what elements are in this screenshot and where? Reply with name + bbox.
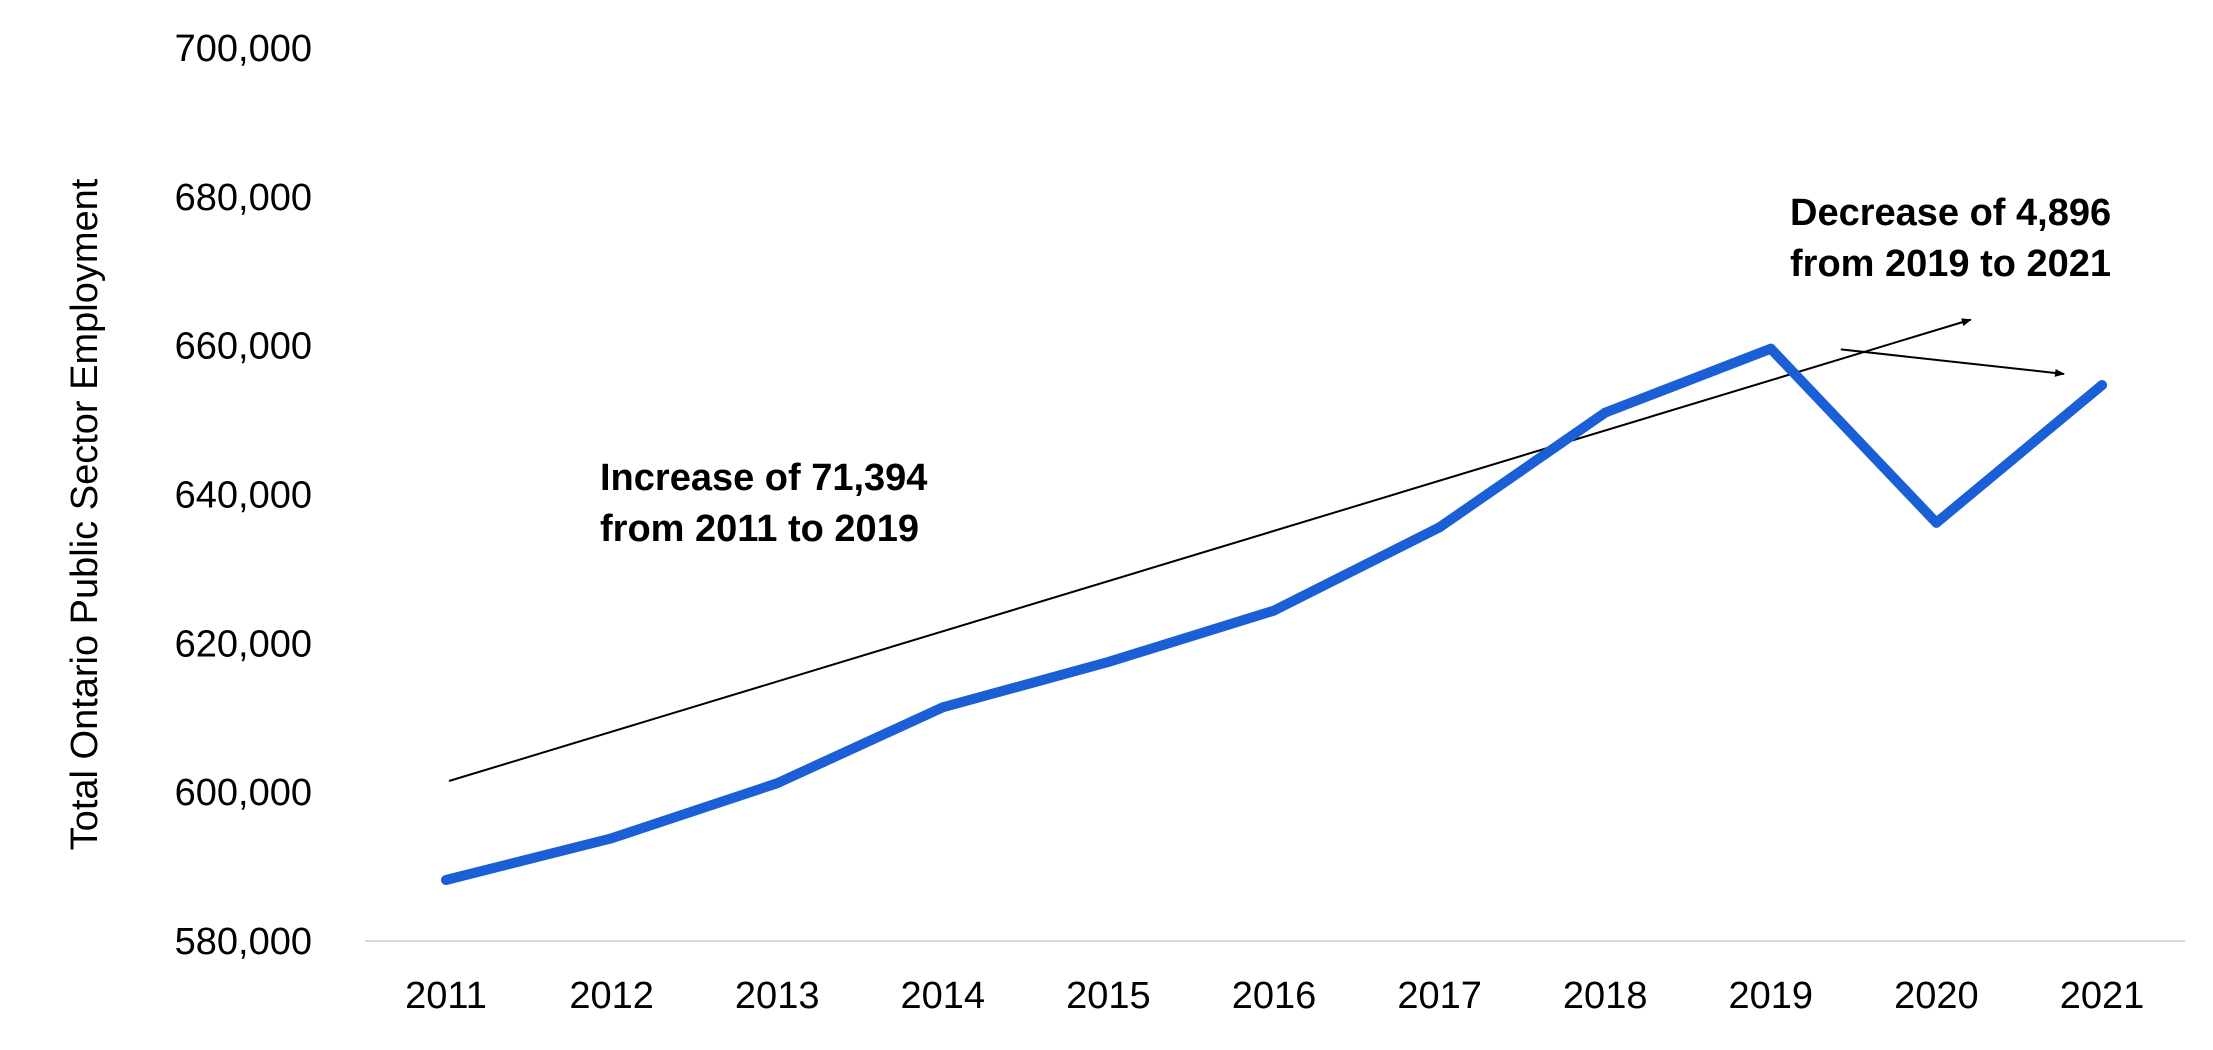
y-tick-label: 660,000 — [175, 326, 312, 368]
annotation-text: from 2011 to 2019 — [600, 508, 919, 550]
data-point — [772, 778, 783, 789]
data-point — [1765, 343, 1776, 354]
data-point — [606, 833, 617, 844]
y-tick-label: 620,000 — [175, 623, 312, 665]
data-point — [2097, 380, 2107, 391]
x-tick-label: 2014 — [901, 975, 986, 1017]
x-tick-label: 2017 — [1397, 975, 1482, 1017]
y-tick-label: 580,000 — [175, 921, 312, 963]
y-tick-label: 600,000 — [175, 772, 312, 814]
x-tick-label: 2020 — [1894, 975, 1979, 1017]
annotation-text: Increase of 71,394 — [600, 457, 927, 499]
x-tick-label: 2015 — [1066, 975, 1151, 1017]
x-tick-label: 2012 — [569, 975, 654, 1017]
data-point — [441, 874, 451, 885]
annotation-text: from 2019 to 2021 — [1790, 243, 2111, 285]
x-tick-label: 2013 — [735, 975, 820, 1017]
data-point — [1434, 522, 1445, 533]
y-tick-label: 700,000 — [175, 28, 312, 70]
x-tick-label: 2019 — [1729, 975, 1814, 1017]
y-axis-title: Total Ontario Public Sector Employment — [64, 178, 106, 850]
annotation-text: Decrease of 4,896 — [1790, 192, 2111, 234]
data-point — [937, 702, 948, 713]
annotation-texts: Increase of 71,394 from 2011 to 2019 Decre… — [600, 192, 2111, 550]
data-point — [1931, 517, 1942, 528]
data-point — [1600, 407, 1611, 418]
y-axis-ticks: 580,000 600,000 620,000 640,000 660,000 680,0… — [175, 28, 312, 963]
y-tick-label: 640,000 — [175, 475, 312, 517]
x-tick-label: 2021 — [2060, 975, 2145, 1017]
annotation-arrow — [448, 318, 1972, 782]
annotation-arrow — [1840, 348, 2065, 377]
x-tick-label: 2011 — [405, 975, 487, 1017]
y-tick-label: 680,000 — [175, 177, 312, 219]
data-point — [1103, 656, 1114, 667]
x-axis-ticks: 2011 2012 2013 2014 2015 2016 2017 2018 2019 2020… — [405, 975, 2144, 1017]
x-tick-label: 2016 — [1232, 975, 1317, 1017]
annotation-arrows — [448, 318, 2065, 782]
x-tick-label: 2018 — [1563, 975, 1648, 1017]
series-points — [441, 343, 2107, 885]
data-point — [1269, 605, 1279, 616]
